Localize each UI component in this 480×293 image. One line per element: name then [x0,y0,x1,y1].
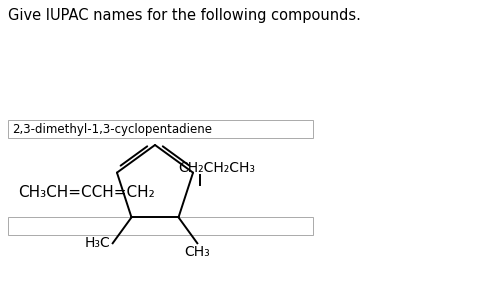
Bar [8,120,313,138]
Text: Give IUPAC names for the following compounds.: Give IUPAC names for the following compo… [8,8,361,23]
Text: CH₂CH₂CH₃: CH₂CH₂CH₃ [178,161,255,175]
Bar [8,217,313,235]
Text: CH₃CH=CCH=CH₂: CH₃CH=CCH=CH₂ [18,185,155,200]
Text: CH₃: CH₃ [184,245,210,259]
Text: 2,3-dimethyl-1,3-cyclopentadiene: 2,3-dimethyl-1,3-cyclopentadiene [12,122,212,135]
Text: H₃C: H₃C [85,236,111,250]
